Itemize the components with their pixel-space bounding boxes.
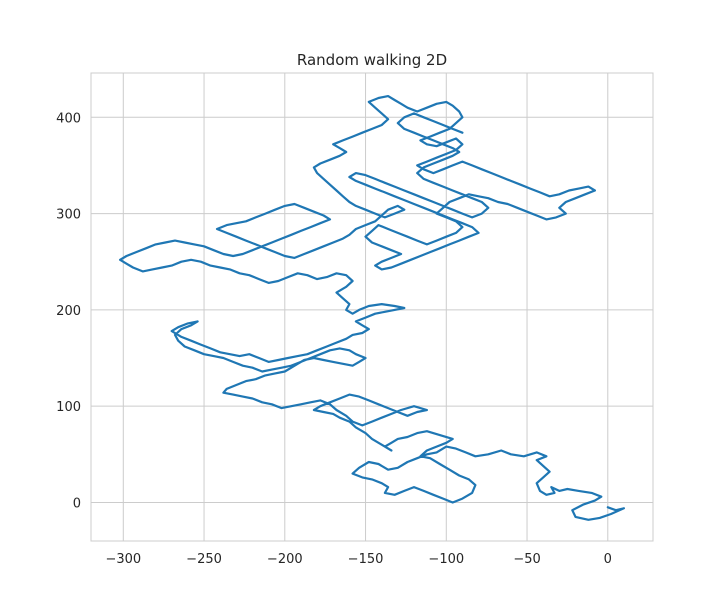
y-tick-labels: 0 100 200 300 400 xyxy=(56,111,81,511)
x-tick-label: −250 xyxy=(186,552,222,567)
y-tick-label: 300 xyxy=(56,208,81,223)
chart-title: Random walking 2D xyxy=(297,51,447,69)
x-tick-label: −100 xyxy=(428,552,464,567)
plot-frame xyxy=(90,72,654,542)
y-tick-label: 200 xyxy=(56,304,81,319)
y-tick-label: 400 xyxy=(56,111,81,126)
plot-background xyxy=(91,73,653,541)
x-tick-label: −300 xyxy=(105,552,141,567)
series-line xyxy=(119,95,625,521)
x-tick-labels: −300 −250 −200 −150 −100 −50 0 xyxy=(105,552,611,567)
grid-lines xyxy=(91,73,653,541)
x-tick-label: −50 xyxy=(513,552,540,567)
x-tick-label: −150 xyxy=(348,552,384,567)
y-tick-label: 0 xyxy=(73,496,81,511)
x-tick-label: 0 xyxy=(604,552,612,567)
x-tick-label: −200 xyxy=(267,552,303,567)
y-tick-label: 100 xyxy=(56,400,81,415)
